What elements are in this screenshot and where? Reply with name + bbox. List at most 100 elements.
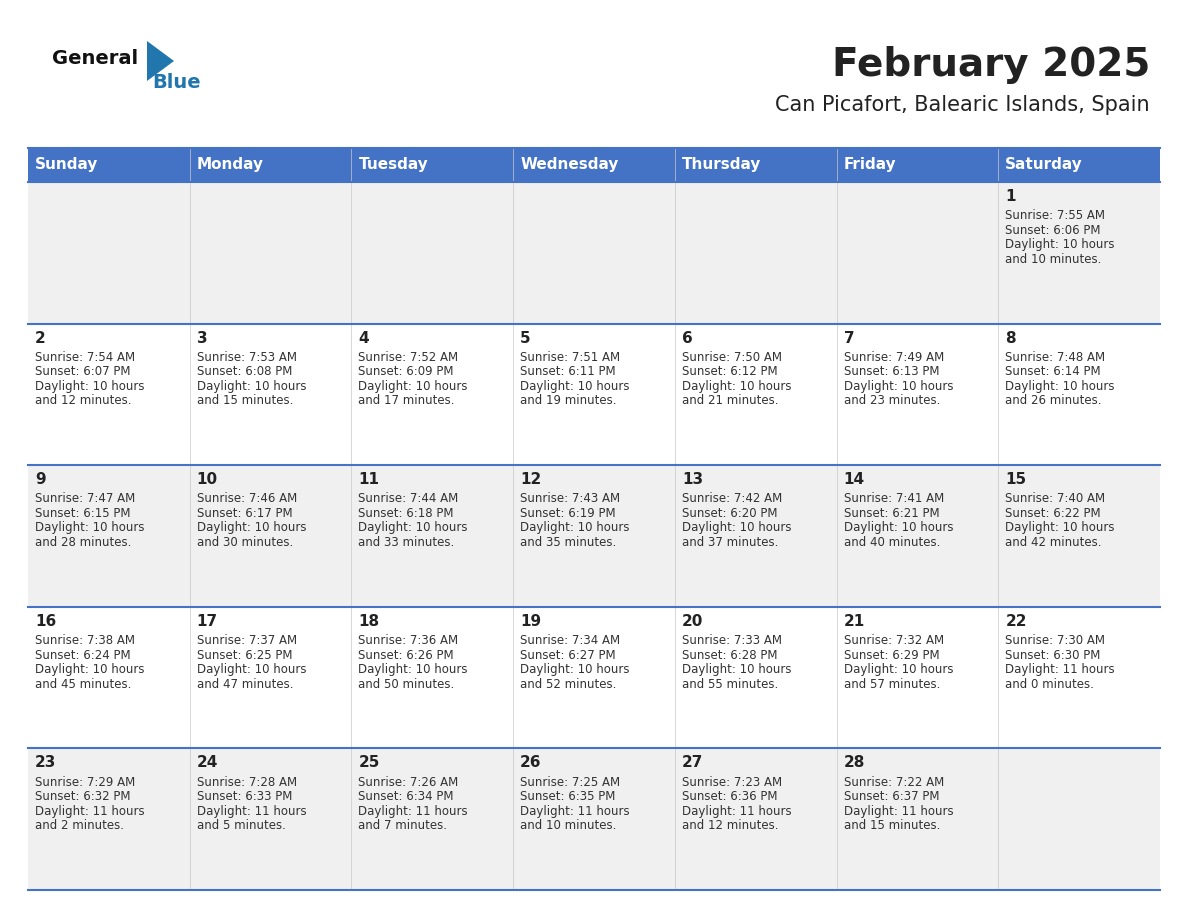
Text: 15: 15 xyxy=(1005,472,1026,487)
Text: 11: 11 xyxy=(359,472,379,487)
Text: Sunset: 6:11 PM: Sunset: 6:11 PM xyxy=(520,365,615,378)
Text: Daylight: 10 hours: Daylight: 10 hours xyxy=(843,663,953,676)
Text: Sunset: 6:21 PM: Sunset: 6:21 PM xyxy=(843,507,940,520)
Text: Daylight: 10 hours: Daylight: 10 hours xyxy=(843,380,953,393)
Bar xyxy=(29,148,1159,182)
Text: Sunset: 6:09 PM: Sunset: 6:09 PM xyxy=(359,365,454,378)
Text: Sunrise: 7:48 AM: Sunrise: 7:48 AM xyxy=(1005,351,1105,364)
Text: 19: 19 xyxy=(520,614,542,629)
Text: Daylight: 10 hours: Daylight: 10 hours xyxy=(197,521,307,534)
Text: and 12 minutes.: and 12 minutes. xyxy=(34,395,132,408)
Text: Can Picafort, Balearic Islands, Spain: Can Picafort, Balearic Islands, Spain xyxy=(776,95,1150,115)
Text: 8: 8 xyxy=(1005,330,1016,345)
Text: Daylight: 10 hours: Daylight: 10 hours xyxy=(34,663,145,676)
Text: 28: 28 xyxy=(843,756,865,770)
Text: Daylight: 10 hours: Daylight: 10 hours xyxy=(197,663,307,676)
Text: 12: 12 xyxy=(520,472,542,487)
Text: Sunrise: 7:36 AM: Sunrise: 7:36 AM xyxy=(359,634,459,647)
Text: Sunset: 6:28 PM: Sunset: 6:28 PM xyxy=(682,649,777,662)
Bar xyxy=(29,748,1159,890)
Text: Sunrise: 7:42 AM: Sunrise: 7:42 AM xyxy=(682,492,782,506)
Bar xyxy=(29,324,1159,465)
Text: Sunset: 6:19 PM: Sunset: 6:19 PM xyxy=(520,507,615,520)
Text: 26: 26 xyxy=(520,756,542,770)
Text: 3: 3 xyxy=(197,330,208,345)
Text: Daylight: 10 hours: Daylight: 10 hours xyxy=(682,380,791,393)
Text: Sunrise: 7:50 AM: Sunrise: 7:50 AM xyxy=(682,351,782,364)
Text: Sunrise: 7:52 AM: Sunrise: 7:52 AM xyxy=(359,351,459,364)
Text: Sunrise: 7:49 AM: Sunrise: 7:49 AM xyxy=(843,351,943,364)
Text: Sunset: 6:25 PM: Sunset: 6:25 PM xyxy=(197,649,292,662)
Text: 9: 9 xyxy=(34,472,45,487)
Text: Daylight: 11 hours: Daylight: 11 hours xyxy=(520,805,630,818)
Text: Sunrise: 7:53 AM: Sunrise: 7:53 AM xyxy=(197,351,297,364)
Text: Wednesday: Wednesday xyxy=(520,158,619,173)
Text: and 28 minutes.: and 28 minutes. xyxy=(34,536,132,549)
Text: Monday: Monday xyxy=(197,158,264,173)
Text: Daylight: 11 hours: Daylight: 11 hours xyxy=(197,805,307,818)
Text: Sunset: 6:33 PM: Sunset: 6:33 PM xyxy=(197,790,292,803)
Text: 27: 27 xyxy=(682,756,703,770)
Text: Daylight: 10 hours: Daylight: 10 hours xyxy=(34,521,145,534)
Text: General: General xyxy=(52,49,138,68)
Text: 14: 14 xyxy=(843,472,865,487)
Text: and 5 minutes.: and 5 minutes. xyxy=(197,819,285,833)
Text: Sunrise: 7:38 AM: Sunrise: 7:38 AM xyxy=(34,634,135,647)
Text: 13: 13 xyxy=(682,472,703,487)
Text: Sunrise: 7:40 AM: Sunrise: 7:40 AM xyxy=(1005,492,1105,506)
Text: and 12 minutes.: and 12 minutes. xyxy=(682,819,778,833)
Text: 23: 23 xyxy=(34,756,56,770)
Text: Blue: Blue xyxy=(152,73,201,92)
Text: Daylight: 11 hours: Daylight: 11 hours xyxy=(682,805,791,818)
Text: and 23 minutes.: and 23 minutes. xyxy=(843,395,940,408)
Text: and 37 minutes.: and 37 minutes. xyxy=(682,536,778,549)
Text: 16: 16 xyxy=(34,614,56,629)
Text: Sunrise: 7:23 AM: Sunrise: 7:23 AM xyxy=(682,776,782,789)
Bar xyxy=(29,607,1159,748)
Text: Sunset: 6:07 PM: Sunset: 6:07 PM xyxy=(34,365,131,378)
Text: 22: 22 xyxy=(1005,614,1026,629)
Text: Daylight: 10 hours: Daylight: 10 hours xyxy=(359,663,468,676)
Text: Sunrise: 7:29 AM: Sunrise: 7:29 AM xyxy=(34,776,135,789)
Text: and 42 minutes.: and 42 minutes. xyxy=(1005,536,1101,549)
Text: Daylight: 11 hours: Daylight: 11 hours xyxy=(1005,663,1114,676)
Text: Sunset: 6:29 PM: Sunset: 6:29 PM xyxy=(843,649,940,662)
Text: and 55 minutes.: and 55 minutes. xyxy=(682,677,778,690)
Text: Sunrise: 7:55 AM: Sunrise: 7:55 AM xyxy=(1005,209,1105,222)
Text: Daylight: 11 hours: Daylight: 11 hours xyxy=(359,805,468,818)
Text: Daylight: 10 hours: Daylight: 10 hours xyxy=(520,521,630,534)
Text: Sunset: 6:26 PM: Sunset: 6:26 PM xyxy=(359,649,454,662)
Text: and 19 minutes.: and 19 minutes. xyxy=(520,395,617,408)
Text: and 26 minutes.: and 26 minutes. xyxy=(1005,395,1101,408)
Text: Sunrise: 7:37 AM: Sunrise: 7:37 AM xyxy=(197,634,297,647)
Text: and 47 minutes.: and 47 minutes. xyxy=(197,677,293,690)
Text: Daylight: 10 hours: Daylight: 10 hours xyxy=(1005,380,1114,393)
Text: Thursday: Thursday xyxy=(682,158,762,173)
Text: Sunday: Sunday xyxy=(34,158,99,173)
Text: and 21 minutes.: and 21 minutes. xyxy=(682,395,778,408)
Text: and 40 minutes.: and 40 minutes. xyxy=(843,536,940,549)
Text: and 2 minutes.: and 2 minutes. xyxy=(34,819,124,833)
Text: 5: 5 xyxy=(520,330,531,345)
Text: 25: 25 xyxy=(359,756,380,770)
Text: Daylight: 10 hours: Daylight: 10 hours xyxy=(843,521,953,534)
Text: and 52 minutes.: and 52 minutes. xyxy=(520,677,617,690)
Text: Sunrise: 7:28 AM: Sunrise: 7:28 AM xyxy=(197,776,297,789)
Text: Sunrise: 7:26 AM: Sunrise: 7:26 AM xyxy=(359,776,459,789)
Text: and 10 minutes.: and 10 minutes. xyxy=(520,819,617,833)
Text: Sunset: 6:15 PM: Sunset: 6:15 PM xyxy=(34,507,131,520)
Bar xyxy=(29,465,1159,607)
Text: Sunrise: 7:32 AM: Sunrise: 7:32 AM xyxy=(843,634,943,647)
Text: Sunset: 6:32 PM: Sunset: 6:32 PM xyxy=(34,790,131,803)
Text: Sunset: 6:13 PM: Sunset: 6:13 PM xyxy=(843,365,939,378)
Text: and 33 minutes.: and 33 minutes. xyxy=(359,536,455,549)
Text: Sunrise: 7:47 AM: Sunrise: 7:47 AM xyxy=(34,492,135,506)
Text: Sunrise: 7:30 AM: Sunrise: 7:30 AM xyxy=(1005,634,1105,647)
Text: Friday: Friday xyxy=(843,158,896,173)
Text: Sunset: 6:35 PM: Sunset: 6:35 PM xyxy=(520,790,615,803)
Text: Daylight: 10 hours: Daylight: 10 hours xyxy=(197,380,307,393)
Text: Sunset: 6:37 PM: Sunset: 6:37 PM xyxy=(843,790,939,803)
Text: Daylight: 10 hours: Daylight: 10 hours xyxy=(520,380,630,393)
Text: Sunrise: 7:44 AM: Sunrise: 7:44 AM xyxy=(359,492,459,506)
Text: and 7 minutes.: and 7 minutes. xyxy=(359,819,448,833)
